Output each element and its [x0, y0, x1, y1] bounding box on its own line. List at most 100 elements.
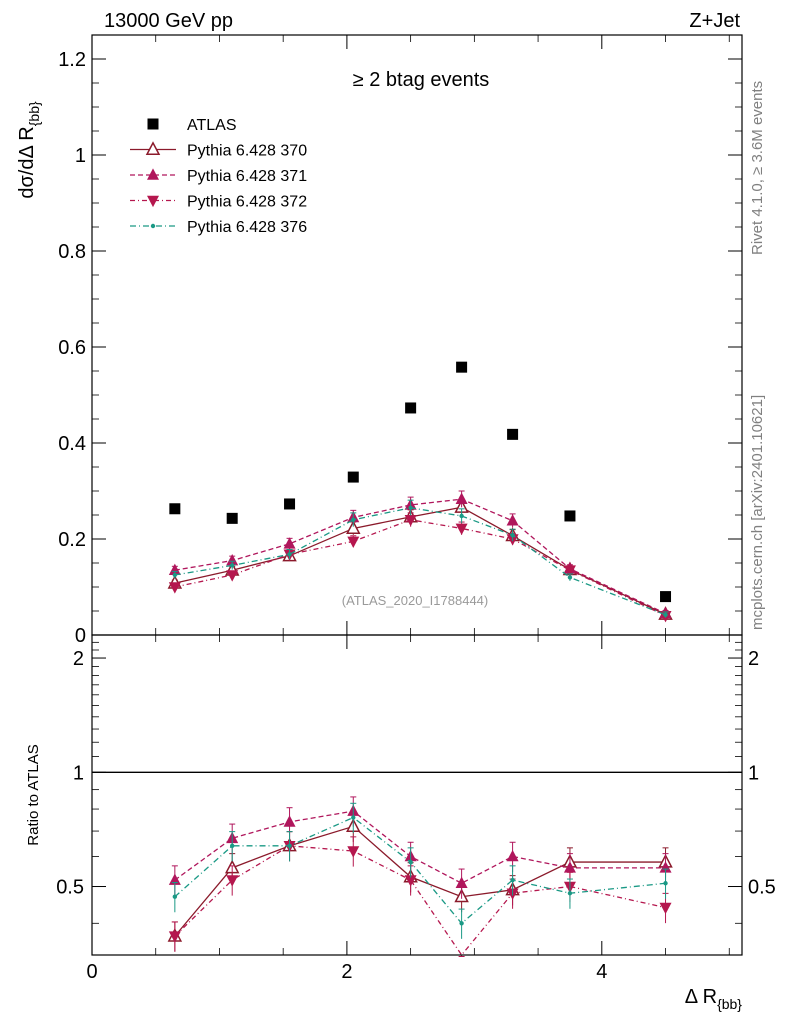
y-tick-label: 0.6 [58, 337, 86, 359]
series-0-main [169, 361, 672, 603]
series-3-ratio-line [174, 845, 666, 957]
y-tick-label: 1.2 [58, 49, 86, 71]
ratio-tick-label-left: 0.5 [56, 877, 84, 899]
series-4-ratio-point [567, 891, 573, 896]
ratio-tick-label-right: 0.5 [748, 877, 776, 899]
series-2-ratio-point [659, 861, 672, 873]
ratio-tick-label-left: 1 [73, 762, 84, 784]
series-4-point [287, 552, 292, 557]
y-tick-label: 0 [75, 625, 86, 647]
series-4-point [663, 612, 668, 618]
series-4-ratio-point [287, 843, 292, 849]
series-0-point [169, 503, 181, 515]
ratio-tick-label-right: 1 [748, 762, 759, 784]
series-4-ratio-point [172, 894, 178, 899]
rivet-label: Rivet 4.1.0, ≥ 3.6M events [749, 81, 766, 255]
legend-marker-0 [147, 118, 159, 130]
series-3-ratio-point [404, 875, 417, 887]
series-4-point [229, 563, 235, 568]
series-3-point [563, 565, 576, 577]
legend-label-4: Pythia 6.428 376 [187, 219, 307, 236]
y-axis-label: dσ/dΔ R{bb} [16, 101, 42, 199]
ratio-tick-label-left: 2 [73, 648, 84, 670]
series-2-ratio-point [455, 876, 468, 889]
y-tick-label: 0.8 [58, 241, 86, 263]
x-axis-label-main: Δ R [685, 986, 717, 1008]
series-3-ratio-point [659, 902, 672, 915]
legend-label-3: Pythia 6.428 372 [187, 194, 307, 211]
series-3-ratio-point [226, 875, 239, 887]
legend-label-2: Pythia 6.428 371 [187, 168, 307, 185]
series-4-point [567, 575, 573, 580]
main-axis-ticks: 0 0.2 0.4 0.6 0.8 1 1.2 [58, 34, 742, 647]
series-0-point [564, 510, 576, 522]
y-tick-label: 0.2 [58, 529, 86, 551]
series-2-point [283, 537, 296, 549]
watermark: (ATLAS_2020_I1788444) [342, 593, 488, 608]
series-2-point [226, 554, 239, 566]
x-axis-label-sub: {bb} [717, 996, 742, 1012]
ratio-tick-label-right: 2 [748, 648, 759, 670]
legend-marker-4 [150, 223, 156, 229]
chart-title: ≥ 2 btag events [353, 69, 490, 91]
legend-label-1: Pythia 6.428 370 [187, 143, 307, 160]
series-0-point [405, 402, 417, 414]
series-3-point [347, 536, 360, 548]
header-right: Z+Jet [689, 10, 740, 32]
series-4-ratio-point [459, 921, 464, 926]
series-2-ratio-point [168, 873, 181, 885]
y-axis-label-sub: {bb} [26, 101, 42, 126]
x-tick-label: 0 [86, 961, 97, 983]
y-axis-label-main: dσ/dΔ R [16, 126, 38, 198]
ratio-axis-ticks: 0 2 4 0.5 0.5 1 1 2 2 [56, 635, 776, 983]
mcplots-label: mcplots.cern.ch [arXiv:2401.10621] [749, 395, 766, 630]
series-0-point [507, 428, 519, 440]
series-4-ratio [171, 802, 669, 939]
legend-label-0: ATLAS [187, 117, 237, 134]
legend-marker-2 [147, 168, 159, 180]
ratio-series [167, 796, 673, 958]
series-4-point [510, 532, 515, 538]
series-3-ratio-point [168, 931, 181, 943]
series-4-ratio-point [351, 815, 356, 820]
legend: ATLAS Pythia 6.428 370 Pythia 6.428 371 Pyt… [130, 117, 307, 236]
series-2-ratio-point [563, 861, 576, 873]
series-2-line [174, 498, 666, 614]
y-tick-label: 0.4 [58, 433, 86, 455]
series-0-point [456, 361, 468, 373]
series-4-ratio-point [663, 881, 668, 886]
series-4-ratio-point [408, 859, 413, 865]
series-2-point [455, 492, 468, 504]
series-1-point [346, 520, 361, 534]
series-3-point [404, 515, 417, 527]
series-0-point [284, 498, 296, 510]
series-3-point [455, 523, 468, 536]
series-4-point [408, 505, 413, 510]
series-3-point [226, 570, 239, 582]
series-0-point [347, 471, 359, 483]
series-4-point [459, 513, 464, 519]
series-2-ratio-point [506, 849, 519, 862]
series-3-point [168, 582, 181, 594]
series-2-ratio-point [283, 815, 296, 827]
main-series [167, 361, 673, 623]
series-4-ratio-point [510, 877, 515, 883]
y-tick-label: 1 [75, 145, 86, 167]
ratio-plot-frame [91, 634, 743, 956]
x-tick-label: 2 [341, 961, 352, 983]
x-axis-label: Δ R{bb} [685, 986, 743, 1012]
ratio-y-axis-label: Ratio to ATLAS [25, 744, 42, 845]
series-4-ratio-point [229, 843, 235, 849]
legend-marker-3 [147, 195, 159, 208]
series-4-point [172, 572, 178, 578]
series-2-point [506, 514, 519, 526]
header-left: 13000 GeV pp [104, 10, 233, 32]
series-3-ratio-point [347, 846, 360, 858]
series-4-point [351, 517, 356, 522]
x-tick-label: 4 [596, 961, 607, 983]
series-0-point [660, 591, 672, 603]
legend-marker-1 [145, 141, 161, 156]
series-4-main [171, 499, 669, 618]
series-0-point [226, 512, 238, 524]
